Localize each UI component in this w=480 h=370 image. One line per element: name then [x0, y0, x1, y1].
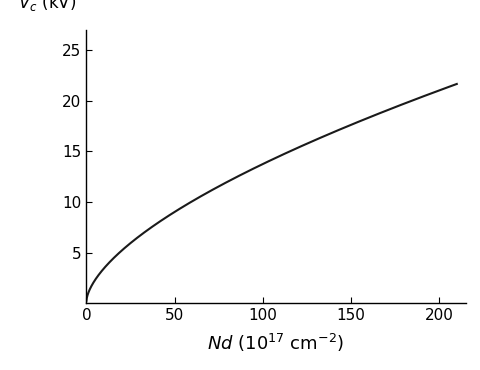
- Text: $\mathit{V_c}$ (kV): $\mathit{V_c}$ (kV): [18, 0, 76, 13]
- X-axis label: $\mathit{Nd}$ (10$^{17}$ cm$^{-2}$): $\mathit{Nd}$ (10$^{17}$ cm$^{-2}$): [207, 332, 345, 354]
